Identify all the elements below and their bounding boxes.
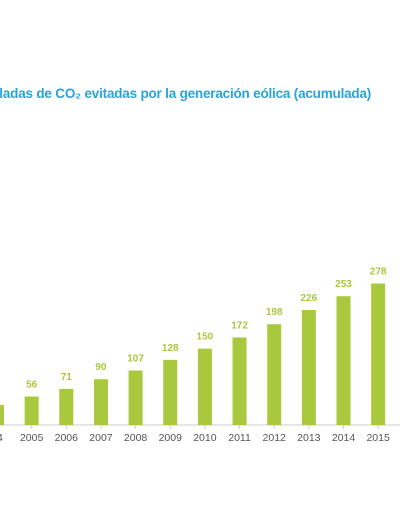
x-tick-label: 2011 xyxy=(228,432,251,444)
bar-value-label: 278 xyxy=(370,266,387,277)
x-tick-label: 2008 xyxy=(124,432,148,444)
bar-value-label: 226 xyxy=(301,293,318,304)
bar-value-label: 150 xyxy=(197,332,214,343)
x-tick-label: 2012 xyxy=(263,432,287,444)
bar xyxy=(336,296,351,425)
bar xyxy=(267,324,282,425)
bar-value-label: 198 xyxy=(266,307,283,318)
bar-value-label: 90 xyxy=(95,362,107,373)
bar xyxy=(371,283,386,425)
x-tick-label: 2010 xyxy=(193,432,217,444)
x-tick-label: 04 xyxy=(0,432,3,444)
x-tick-label: 2005 xyxy=(20,432,44,444)
bar xyxy=(93,379,108,425)
x-tick-label: 2007 xyxy=(89,432,113,444)
bar-value-label: 107 xyxy=(127,354,144,365)
chart-title: eladas de CO₂ evitadas por la generación… xyxy=(0,86,372,101)
x-tick-label: 2014 xyxy=(332,432,356,444)
bar xyxy=(59,388,74,425)
x-tick-label: 2015 xyxy=(366,432,390,444)
bar xyxy=(301,309,316,425)
x-tick-label: 2009 xyxy=(159,432,183,444)
bar xyxy=(0,405,4,425)
bar-value-label: 253 xyxy=(335,279,352,290)
bar xyxy=(24,396,39,425)
bar xyxy=(163,359,178,425)
bar-value-label: 128 xyxy=(162,343,179,354)
x-tick-label: 2006 xyxy=(55,432,79,444)
bar-value-label: 56 xyxy=(26,379,38,390)
bar-value-label: 71 xyxy=(61,372,73,383)
bar xyxy=(197,348,212,425)
x-tick-label: 2013 xyxy=(297,432,321,444)
bar xyxy=(232,337,247,425)
bar-value-label: 172 xyxy=(231,320,248,331)
bar xyxy=(128,370,143,425)
